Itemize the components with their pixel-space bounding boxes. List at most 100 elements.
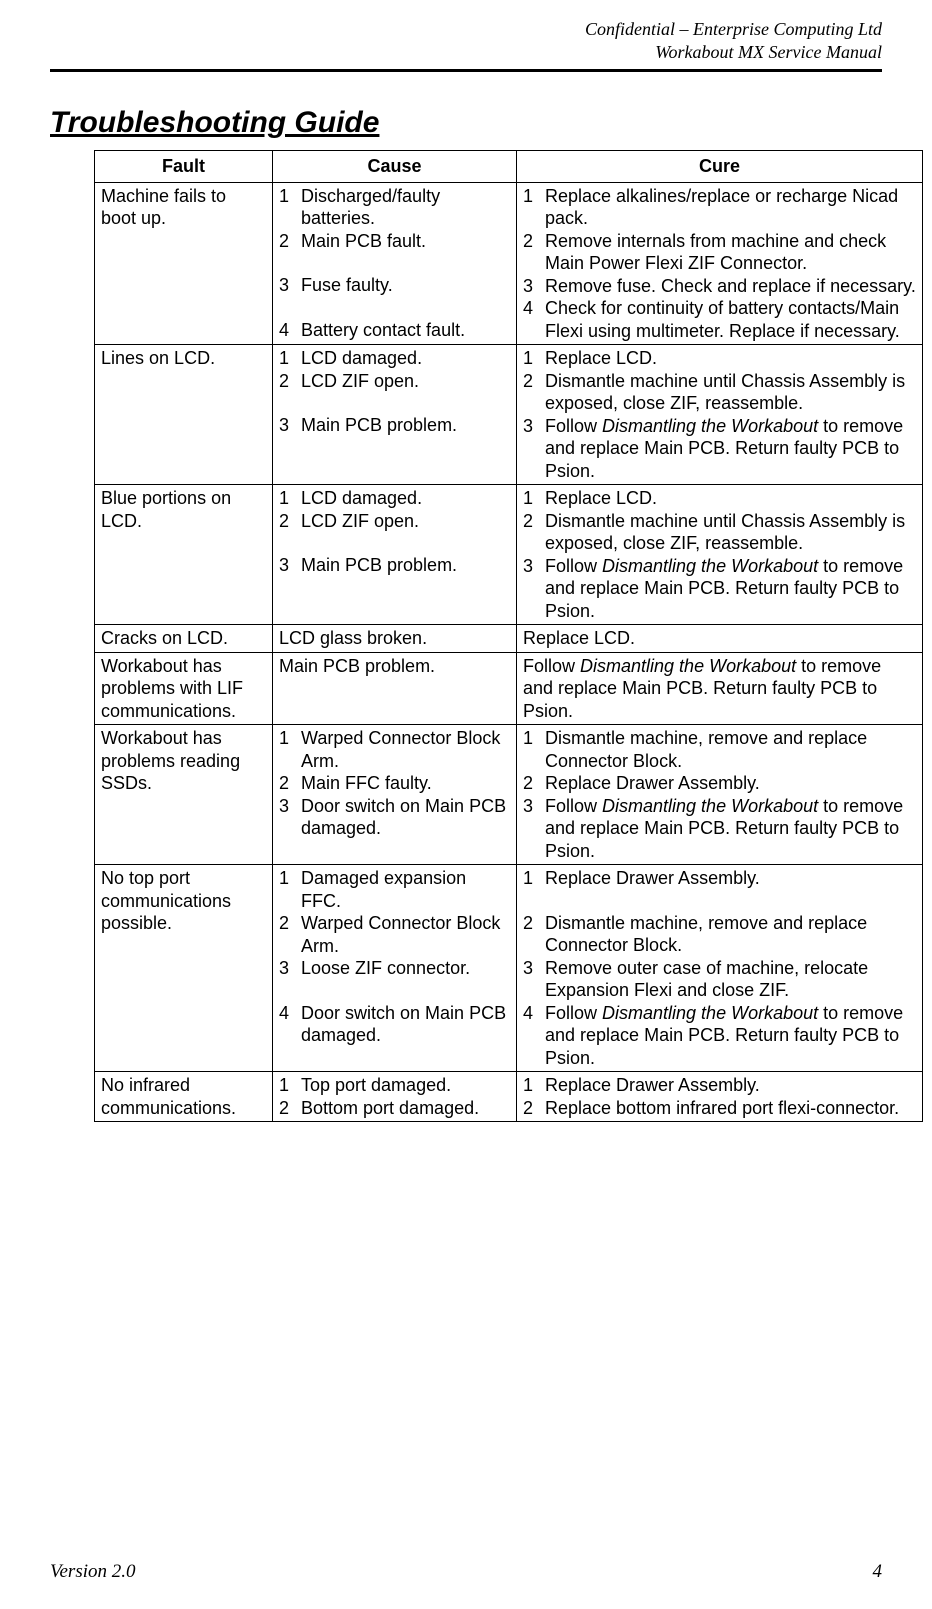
list-number: 2 [279, 230, 301, 253]
cell-cure: Replace LCD. [517, 625, 923, 653]
list-text: Dismantle machine until Chassis Assembly… [545, 510, 916, 555]
list-text: Main PCB fault. [301, 230, 510, 253]
list-number: 2 [523, 510, 545, 533]
list-number: 1 [279, 487, 301, 510]
cell-cause: LCD glass broken. [273, 625, 517, 653]
list-text: Door switch on Main PCB damaged. [301, 795, 510, 840]
header-line-1: Confidential – Enterprise Computing Ltd [50, 18, 882, 41]
list-number: 2 [523, 772, 545, 795]
table-row: Workabout has problems with LIF communic… [95, 652, 923, 725]
list-number: 3 [523, 275, 545, 298]
list-text: Replace alkalines/replace or recharge Ni… [545, 185, 916, 230]
cell-fault: No top port communications possible. [95, 865, 273, 1072]
list-number: 1 [523, 867, 545, 890]
list-text: Fuse faulty. [301, 274, 510, 297]
cell-fault: Cracks on LCD. [95, 625, 273, 653]
list-text: Warped Connector Block Arm. [301, 727, 510, 772]
list-text: Replace bottom infrared port flexi-conne… [545, 1097, 916, 1120]
list-number: 3 [523, 555, 545, 578]
cell-fault: Workabout has problems with LIF communic… [95, 652, 273, 725]
list-text: Replace LCD. [545, 347, 916, 370]
list-number: 3 [523, 957, 545, 980]
list-number: 1 [279, 1074, 301, 1097]
troubleshooting-table: Fault Cause Cure Machine fails to boot u… [94, 150, 923, 1122]
cell-cure: 1Replace LCD.2Dismantle machine until Ch… [517, 485, 923, 625]
list-number: 1 [523, 185, 545, 208]
list-number: 2 [279, 772, 301, 795]
list-text: Dismantle machine, remove and replace Co… [545, 727, 916, 772]
list-text: Replace Drawer Assembly. [545, 867, 916, 890]
cell-cure: 1Replace Drawer Assembly.2Dismantle mach… [517, 865, 923, 1072]
page-footer: Version 2.0 4 [50, 1561, 882, 1583]
list-text: Remove outer case of machine, relocate E… [545, 957, 916, 1002]
cell-cause: Main PCB problem. [273, 652, 517, 725]
list-text: Check for continuity of battery contacts… [545, 297, 916, 342]
list-text: Battery contact fault. [301, 319, 510, 342]
list-text: Bottom port damaged. [301, 1097, 510, 1120]
list-text: LCD damaged. [301, 347, 510, 370]
list-number: 2 [279, 912, 301, 935]
header-rule [50, 69, 882, 72]
header-line-2: Workabout MX Service Manual [50, 41, 882, 64]
list-number: 4 [523, 1002, 545, 1025]
list-text: Top port damaged. [301, 1074, 510, 1097]
list-text: Follow Dismantling the Workabout to remo… [545, 795, 916, 863]
table-row: Machine fails to boot up.1Discharged/fau… [95, 182, 923, 345]
list-text: LCD ZIF open. [301, 510, 510, 533]
list-number: 2 [523, 370, 545, 393]
cell-fault: Machine fails to boot up. [95, 182, 273, 345]
list-number: 4 [279, 1002, 301, 1025]
col-cause: Cause [273, 151, 517, 183]
cell-fault: No infrared communications. [95, 1072, 273, 1122]
footer-version: Version 2.0 [50, 1561, 136, 1583]
cell-cure: 1Replace LCD.2Dismantle machine until Ch… [517, 345, 923, 485]
list-number: 3 [523, 795, 545, 818]
list-number: 2 [523, 912, 545, 935]
list-text: Replace LCD. [545, 487, 916, 510]
list-number: 1 [523, 487, 545, 510]
table-row: Lines on LCD.1LCD damaged.2LCD ZIF open.… [95, 345, 923, 485]
list-text: Remove fuse. Check and replace if necess… [545, 275, 916, 298]
list-number: 1 [523, 347, 545, 370]
list-number: 3 [523, 415, 545, 438]
cell-fault: Workabout has problems reading SSDs. [95, 725, 273, 865]
cell-cause: 1Discharged/faulty batteries.2Main PCB f… [273, 182, 517, 345]
page-header: Confidential – Enterprise Computing Ltd … [50, 18, 882, 63]
cell-cause: 1Damaged expansion FFC.2Warped Connector… [273, 865, 517, 1072]
list-number: 4 [523, 297, 545, 320]
table-header-row: Fault Cause Cure [95, 151, 923, 183]
cell-fault: Blue portions on LCD. [95, 485, 273, 625]
list-number: 1 [279, 185, 301, 208]
list-text: LCD damaged. [301, 487, 510, 510]
cell-cure: Follow Dismantling the Workabout to remo… [517, 652, 923, 725]
footer-page: 4 [873, 1561, 883, 1583]
list-text: Follow Dismantling the Workabout to remo… [545, 415, 916, 483]
list-text: Loose ZIF connector. [301, 957, 510, 980]
table-row: Cracks on LCD.LCD glass broken.Replace L… [95, 625, 923, 653]
troubleshooting-table-wrap: Fault Cause Cure Machine fails to boot u… [94, 150, 922, 1122]
cell-cure: 1Replace Drawer Assembly.2Replace bottom… [517, 1072, 923, 1122]
list-number: 3 [279, 795, 301, 818]
cell-cause: 1Warped Connector Block Arm.2Main FFC fa… [273, 725, 517, 865]
list-text: Discharged/faulty batteries. [301, 185, 510, 230]
list-number: 3 [279, 957, 301, 980]
list-number: 1 [523, 727, 545, 750]
cell-cause: 1LCD damaged.2LCD ZIF open.3Main PCB pro… [273, 485, 517, 625]
list-number: 1 [279, 867, 301, 890]
list-text: Follow Dismantling the Workabout to remo… [545, 1002, 916, 1070]
table-row: Blue portions on LCD.1LCD damaged.2LCD Z… [95, 485, 923, 625]
list-number: 3 [279, 554, 301, 577]
list-number: 3 [279, 414, 301, 437]
list-text: Warped Connector Block Arm. [301, 912, 510, 957]
list-number: 1 [279, 727, 301, 750]
list-number: 2 [523, 230, 545, 253]
list-text: Door switch on Main PCB damaged. [301, 1002, 510, 1047]
list-text: Dismantle machine, remove and replace Co… [545, 912, 916, 957]
list-text: Dismantle machine until Chassis Assembly… [545, 370, 916, 415]
list-number: 3 [279, 274, 301, 297]
col-cure: Cure [517, 151, 923, 183]
list-text: Main FFC faulty. [301, 772, 510, 795]
page: Confidential – Enterprise Computing Ltd … [0, 0, 932, 1609]
list-text: Main PCB problem. [301, 414, 510, 437]
cell-cure: 1Replace alkalines/replace or recharge N… [517, 182, 923, 345]
